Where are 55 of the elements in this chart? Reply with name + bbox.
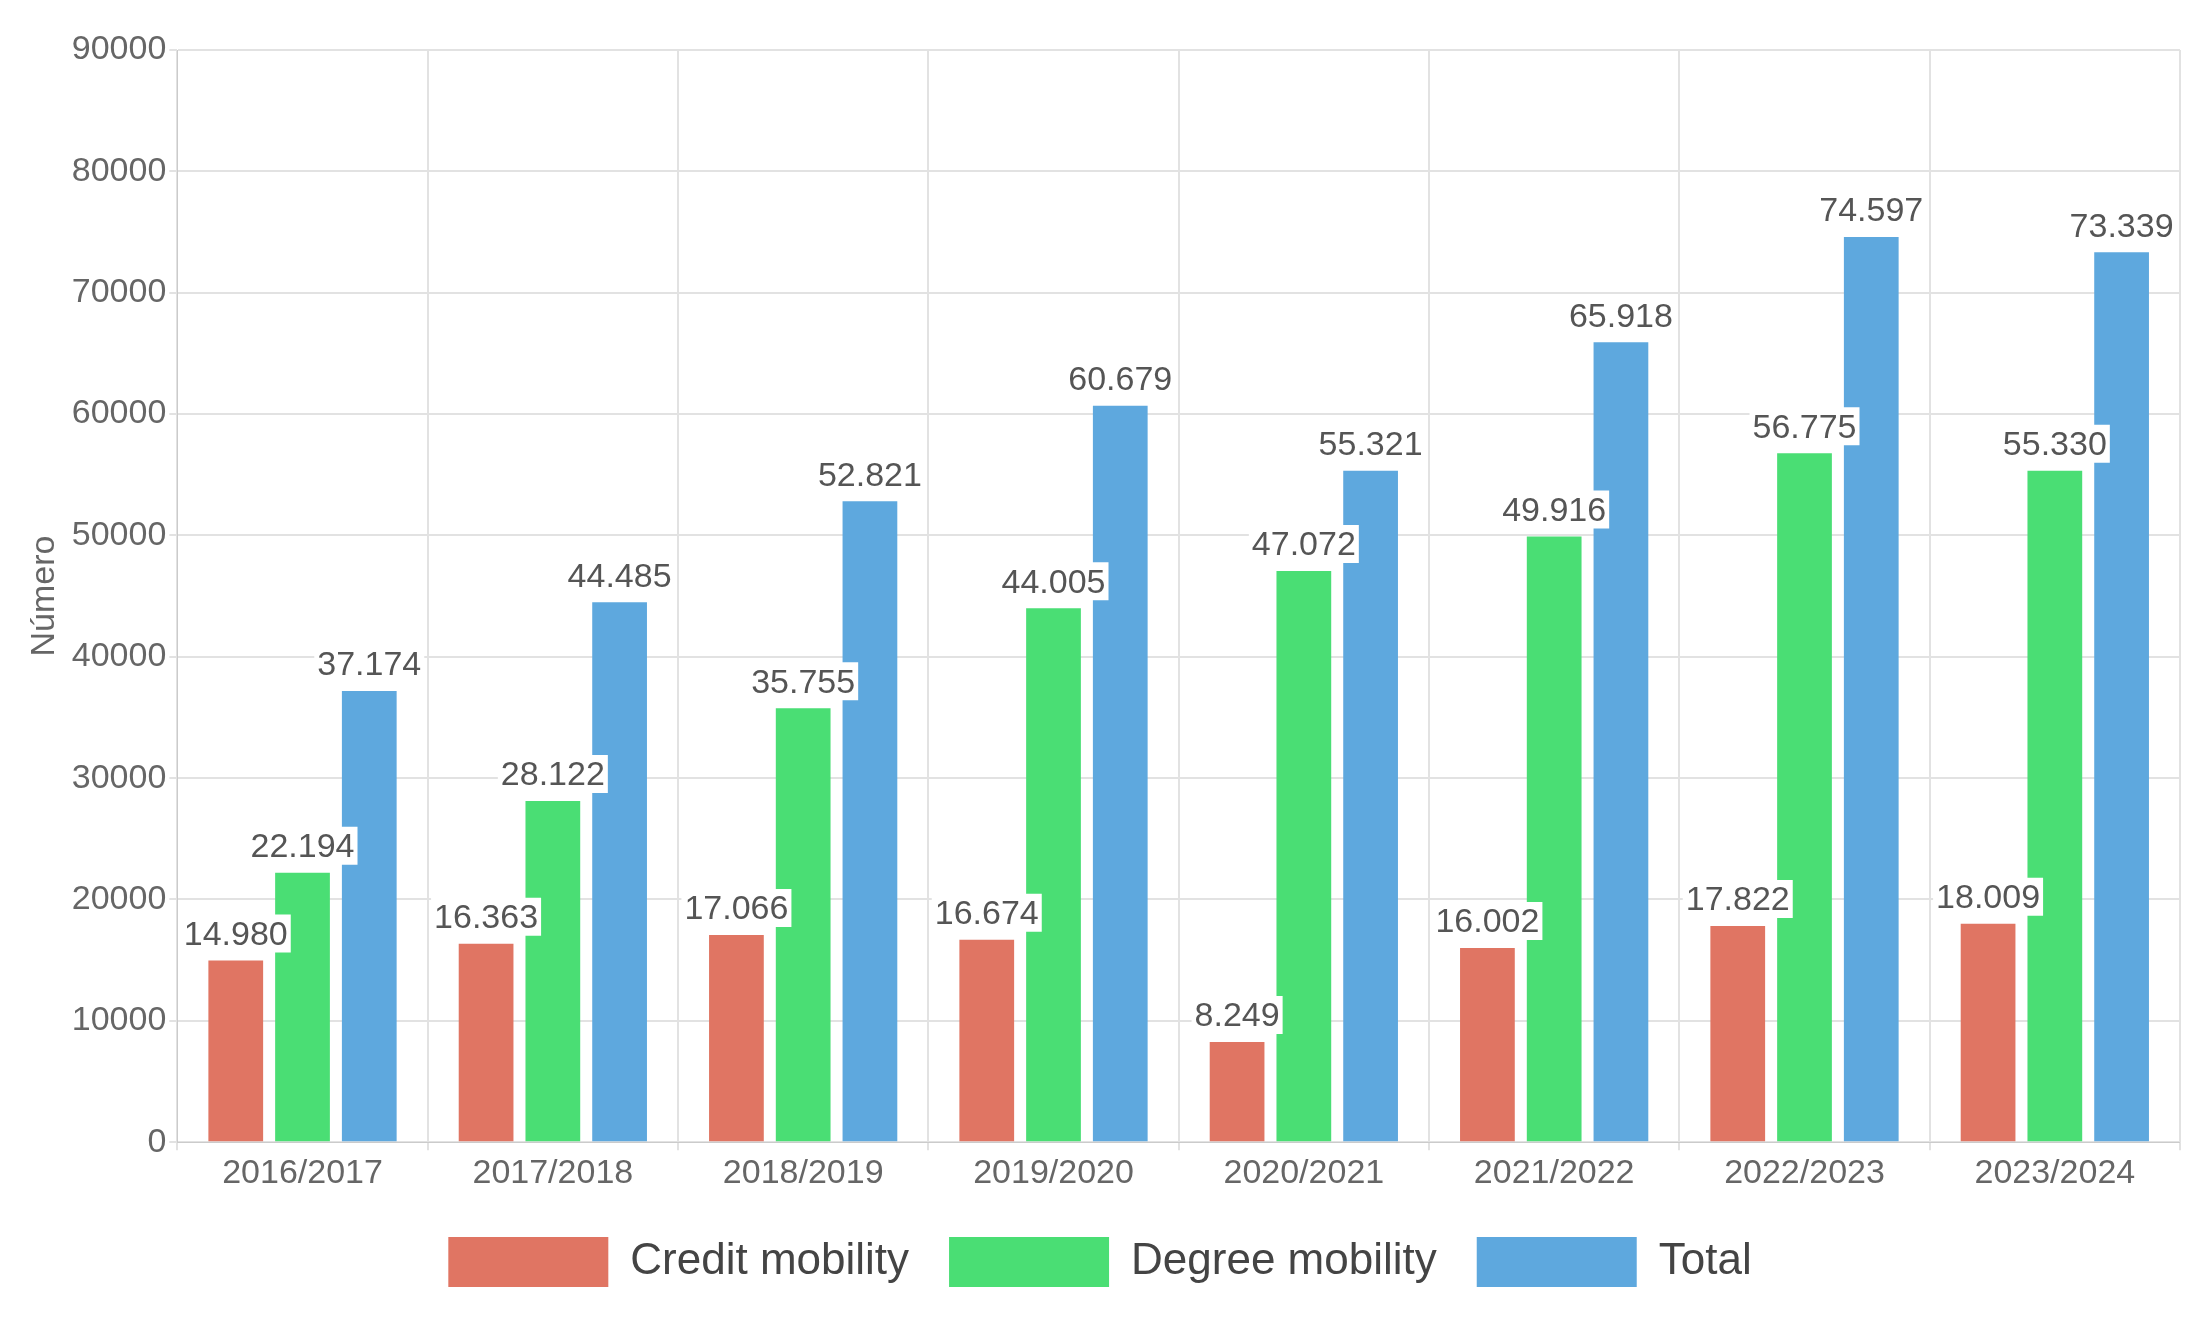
data-label: 35.755 <box>751 661 856 700</box>
bar <box>709 935 764 1142</box>
bar <box>1710 925 1766 1142</box>
data-label: 37.174 <box>317 644 422 683</box>
bar <box>959 939 1015 1142</box>
x-tick-label: 2023/2024 <box>1974 1151 2136 1190</box>
legend-label: Total <box>1658 1234 1752 1284</box>
x-tick-label: 2022/2023 <box>1724 1151 1885 1190</box>
y-tick-label: 30000 <box>71 756 167 795</box>
data-label: 60.679 <box>1068 359 1173 398</box>
data-label: 16.674 <box>934 893 1039 932</box>
y-tick-label: 10000 <box>71 999 167 1038</box>
bar <box>208 960 264 1142</box>
bar <box>1460 948 1515 1142</box>
y-tick-label: 60000 <box>71 392 167 431</box>
data-label: 14.980 <box>183 913 288 952</box>
x-tick-label: 2017/2018 <box>472 1151 634 1190</box>
y-tick-label: 40000 <box>71 635 167 674</box>
data-label: 22.194 <box>250 826 355 865</box>
data-label: 74.597 <box>1819 190 1924 229</box>
data-label: 55.321 <box>1318 424 1423 463</box>
data-label: 28.122 <box>500 754 605 793</box>
data-label: 52.821 <box>817 454 922 493</box>
y-axis-title: Número <box>22 535 61 657</box>
data-label: 44.485 <box>567 555 672 594</box>
x-tick-label: 2016/2017 <box>222 1151 383 1190</box>
data-label: 16.002 <box>1435 901 1540 940</box>
data-label: 18.009 <box>1936 877 2041 916</box>
data-label: 55.330 <box>2002 424 2107 463</box>
bar <box>1960 923 2016 1142</box>
data-label: 47.072 <box>1251 524 1356 563</box>
data-label: 8.249 <box>1194 995 1280 1034</box>
y-tick-label: 50000 <box>71 513 167 552</box>
y-tick-label: 80000 <box>71 149 167 188</box>
y-tick-label: 20000 <box>71 877 167 916</box>
data-label: 65.918 <box>1568 295 1673 334</box>
x-tick-label: 2018/2019 <box>722 1151 884 1190</box>
x-tick-label: 2021/2022 <box>1473 1151 1635 1190</box>
y-tick-label: 90000 <box>71 28 167 67</box>
legend-label: Credit mobility <box>630 1234 910 1284</box>
data-label: 16.363 <box>434 897 539 935</box>
y-tick-label: 0 <box>147 1120 167 1159</box>
data-label: 73.339 <box>2069 205 2174 244</box>
data-label: 49.916 <box>1502 489 1607 528</box>
data-label: 17.822 <box>1685 879 1790 918</box>
y-tick-label: 70000 <box>71 271 167 310</box>
legend-label: Degree mobility <box>1131 1234 1437 1284</box>
bar <box>1209 1042 1265 1142</box>
x-tick-label: 2020/2021 <box>1223 1151 1385 1190</box>
bar <box>1276 570 1332 1142</box>
x-tick-label: 2019/2020 <box>973 1151 1134 1190</box>
data-label: 44.005 <box>1001 561 1106 600</box>
bar <box>458 943 514 1142</box>
data-label: 56.775 <box>1752 406 1857 445</box>
data-label: 17.066 <box>684 888 789 927</box>
